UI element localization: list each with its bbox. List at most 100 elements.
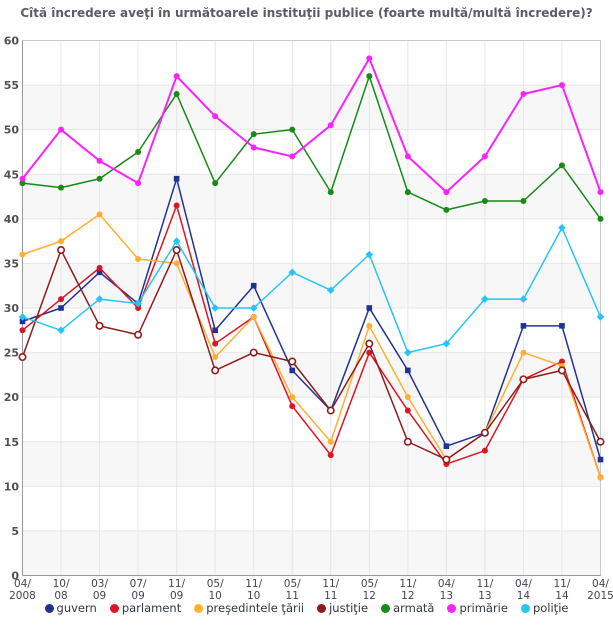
data-point	[58, 126, 65, 133]
data-point	[173, 175, 180, 182]
data-point	[172, 246, 181, 255]
y-axis-tick-label: 5	[11, 525, 19, 538]
data-point	[19, 251, 26, 258]
data-point	[404, 189, 411, 196]
x-axis-tick-label: 07/	[130, 578, 147, 590]
data-point	[172, 237, 181, 245]
chart-legend: guvern parlament preşedintele ţării justiţi…	[0, 601, 613, 615]
legend-item-primărie[interactable]: primărie	[447, 601, 508, 615]
legend-item-guvern[interactable]: guvern	[44, 601, 97, 615]
data-point	[443, 443, 450, 450]
y-axis-tick-label: 60	[4, 35, 20, 48]
data-point	[289, 367, 296, 374]
data-point	[95, 295, 104, 303]
series-line	[21, 249, 602, 461]
legend-color-dot	[381, 603, 391, 613]
data-point	[289, 403, 296, 410]
data-point	[134, 330, 143, 339]
data-point	[520, 198, 527, 204]
data-point	[18, 353, 27, 362]
legend-label: poliţie	[532, 601, 569, 615]
x-axis-tick-label: 03/	[91, 578, 108, 590]
data-point	[96, 269, 103, 276]
x-axis-tick-label: 14	[555, 590, 569, 600]
legend-item-preşedintele ţării[interactable]: preşedintele ţării	[194, 601, 304, 615]
data-point	[404, 394, 411, 401]
data-point	[366, 322, 373, 329]
data-point	[288, 357, 297, 366]
x-axis-tick-label: 13	[440, 590, 453, 600]
data-point	[404, 153, 411, 160]
data-point	[597, 474, 604, 481]
data-point	[519, 295, 528, 303]
data-point	[134, 299, 142, 308]
data-point	[19, 180, 26, 187]
data-point	[212, 327, 218, 334]
legend-color-dot	[194, 603, 204, 613]
x-axis-tick-label: 10/	[53, 578, 70, 590]
data-point	[249, 348, 258, 357]
legend-item-armată[interactable]: armată	[381, 601, 434, 615]
x-axis-tick-label: 04/	[438, 578, 455, 590]
data-point	[481, 198, 488, 204]
data-point	[520, 323, 527, 329]
data-point	[288, 268, 297, 277]
data-point	[327, 452, 334, 459]
data-point	[58, 238, 65, 245]
series-line	[22, 75, 602, 220]
x-axis-tick-label: 11/	[399, 578, 416, 590]
y-axis-tick-label: 50	[4, 124, 20, 137]
legend-color-dot	[44, 603, 54, 613]
legend-label: preşedintele ţării	[206, 601, 305, 615]
series-armată	[19, 73, 604, 222]
legend-label: justiţie	[329, 601, 369, 615]
series-line	[22, 213, 602, 478]
legend-item-parlament[interactable]: parlament	[109, 601, 181, 615]
data-point	[96, 211, 103, 218]
data-point	[173, 91, 180, 97]
stripe-band	[22, 174, 601, 219]
x-axis-tick-label: 04/	[14, 578, 31, 590]
data-point	[18, 313, 27, 321]
data-point	[58, 305, 64, 311]
series-justiţie	[18, 246, 605, 464]
data-point	[597, 215, 604, 222]
data-point	[58, 296, 65, 303]
x-axis-tick-label: 14	[517, 590, 531, 600]
data-point	[405, 367, 411, 374]
stripe-band	[22, 85, 601, 130]
data-point	[249, 304, 258, 312]
data-point	[558, 223, 566, 232]
x-axis-tick-label: 10	[247, 590, 260, 600]
data-point	[327, 189, 334, 196]
data-point	[57, 326, 65, 335]
data-point	[558, 162, 565, 169]
legend-color-dot	[109, 603, 119, 613]
data-point	[597, 189, 604, 196]
legend-item-poliţie[interactable]: poliţie	[520, 601, 569, 615]
data-point	[366, 349, 373, 356]
data-point	[57, 246, 66, 255]
y-axis-tick-label: 10	[4, 480, 20, 493]
legend-label: armată	[393, 601, 435, 615]
data-point	[250, 131, 257, 138]
x-axis-tick-label: 13	[478, 590, 491, 600]
x-axis-tick-label: 11	[324, 590, 337, 600]
x-axis-tick-label: 08	[54, 590, 67, 600]
x-axis-tick-label: 11/	[476, 578, 493, 590]
data-point	[212, 354, 219, 361]
y-axis-tick-label: 55	[4, 79, 19, 92]
legend-label: guvern	[56, 601, 97, 615]
data-point	[481, 295, 489, 303]
data-point	[442, 455, 451, 464]
legend-item-justiţie[interactable]: justiţie	[317, 601, 368, 615]
series-line	[22, 204, 602, 478]
data-point	[443, 189, 450, 196]
legend-label: primărie	[459, 601, 508, 615]
y-axis-tick-label: 15	[4, 436, 19, 449]
data-point	[211, 304, 219, 312]
y-axis-tick-label: 45	[4, 168, 19, 181]
data-point	[289, 126, 296, 133]
data-point	[597, 456, 604, 463]
